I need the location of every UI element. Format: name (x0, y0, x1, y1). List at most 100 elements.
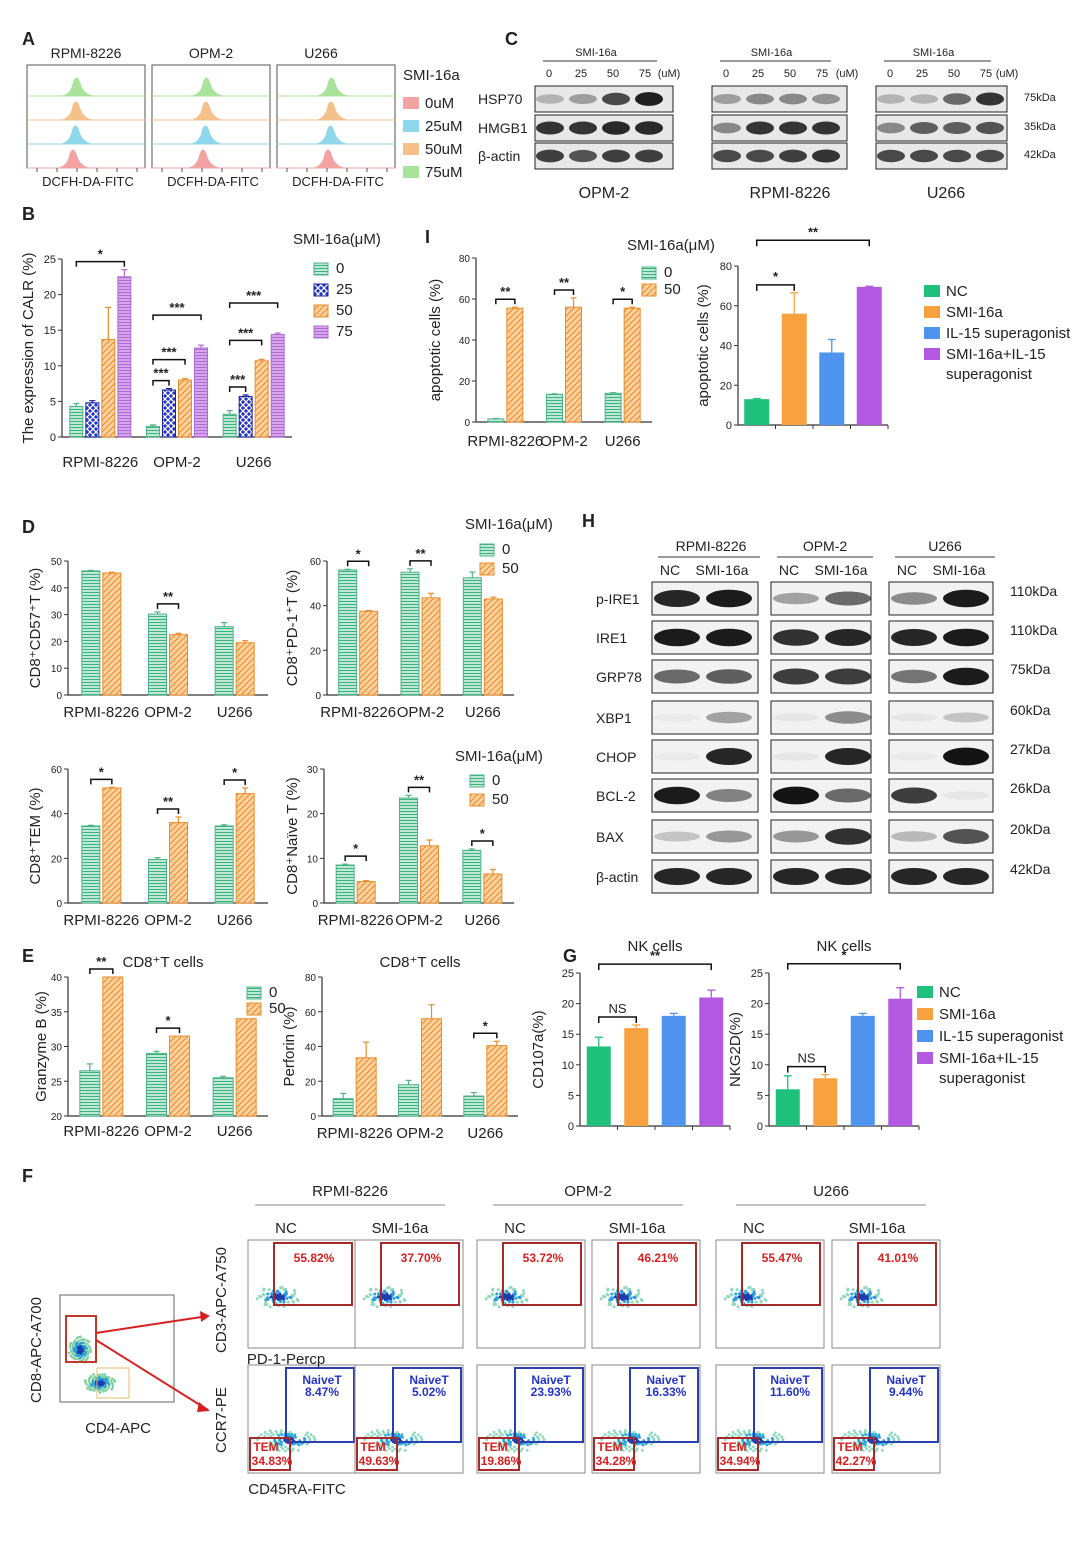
bar (400, 571, 420, 696)
cell-dot (67, 1351, 71, 1355)
dose-unit: (uM) (836, 68, 859, 80)
bar (781, 313, 807, 425)
cell-dot (388, 1447, 392, 1451)
significance-label: *** (169, 300, 185, 315)
dose-label: 25 (916, 68, 928, 80)
cell-dot (634, 1432, 638, 1436)
category-label: U266 (464, 912, 500, 929)
cell-dot (870, 1447, 874, 1451)
blot-band (825, 629, 871, 646)
blot-band (779, 93, 807, 105)
naive-percent: 8.47% (305, 1385, 339, 1399)
category-label: OPM-2 (144, 704, 192, 721)
cell-dot (738, 1292, 742, 1296)
axis-label: CCR7-PE (213, 1387, 230, 1453)
blot-band (891, 868, 937, 885)
cell-dot (622, 1299, 626, 1303)
cell-dot (621, 1449, 625, 1452)
blot-band (773, 868, 819, 885)
cell-dot (280, 1285, 284, 1289)
blot-band (746, 93, 774, 105)
significance-bracket (228, 302, 279, 309)
cell-dot (635, 1447, 639, 1451)
bar (214, 825, 234, 904)
cell-dot (737, 1431, 741, 1435)
cell-dot (880, 1298, 884, 1302)
cell-dot (854, 1442, 858, 1445)
cell-dot (383, 1289, 387, 1293)
significance-label: ** (414, 772, 425, 787)
blot-band (812, 93, 840, 105)
cell-dot (522, 1291, 526, 1295)
y-axis-label: The expression of CALR (%) (20, 253, 37, 444)
histogram-title: OPM-2 (189, 45, 234, 61)
y-axis-label: Perforin (%) (281, 1006, 298, 1086)
dose-label: 25 (575, 68, 587, 80)
panel-letter-c: C (505, 29, 518, 49)
tem-percent: 34.83% (252, 1454, 293, 1468)
cell-dot (873, 1296, 877, 1300)
y-tick-label: 40 (305, 1043, 317, 1054)
cell-dot (508, 1445, 512, 1449)
cell-dot (633, 1296, 637, 1300)
cell-dot (760, 1294, 764, 1298)
cell-dot (629, 1296, 633, 1300)
cell-dot (847, 1430, 851, 1434)
cell-dot (302, 1436, 306, 1440)
cell-dot (77, 1354, 81, 1357)
significance-label: *** (238, 325, 254, 340)
cell-dot (743, 1293, 747, 1297)
cell-dot (284, 1287, 288, 1291)
blot-band (746, 149, 774, 163)
cell-dot (617, 1443, 620, 1447)
flow-cell-label: RPMI-8226 (312, 1183, 388, 1200)
gate-percent: 55.47% (762, 1251, 803, 1265)
cell-dot (383, 1446, 387, 1450)
cell-dot (864, 1285, 868, 1289)
cell-dot (525, 1448, 529, 1452)
cell-dot (737, 1434, 741, 1438)
y-axis-label: apoptotic cells (%) (427, 279, 444, 402)
cell-dot (284, 1445, 287, 1449)
dose-label: 50 (607, 68, 619, 80)
cell-dot (377, 1292, 381, 1296)
blot-band (825, 868, 871, 885)
blot-band (943, 122, 971, 134)
condition-label: NC (743, 1220, 765, 1237)
significance-bracket (553, 289, 575, 295)
significance-label: *** (161, 345, 177, 360)
cell-dot (91, 1377, 95, 1380)
cell-dot (624, 1440, 627, 1444)
cell-dot (261, 1292, 265, 1296)
cell-dot (492, 1434, 496, 1438)
cell-dot (868, 1449, 871, 1453)
y-tick-label: 20 (751, 999, 763, 1011)
cell-dot (268, 1305, 272, 1309)
bar (604, 392, 622, 423)
cell-dot (759, 1447, 763, 1451)
significance-bracket (152, 314, 202, 321)
cell-dot (416, 1433, 420, 1437)
bar (888, 998, 913, 1126)
bar (212, 1077, 234, 1117)
significance-bracket (89, 968, 114, 974)
naive-gate (514, 1367, 584, 1443)
panel-letter-f: F (22, 1166, 33, 1186)
dose-label: 25 (752, 68, 764, 80)
blot-band (536, 94, 564, 104)
legend-label: 0 (492, 772, 500, 789)
plot-frame (715, 1239, 825, 1349)
legend-swatch (313, 325, 329, 339)
cell-dot (741, 1443, 744, 1447)
cell-dot (874, 1432, 878, 1436)
significance-label: ** (808, 224, 819, 239)
cell-dot (747, 1445, 751, 1449)
cell-dot (266, 1432, 269, 1436)
histogram-peak (316, 101, 348, 121)
plot-frame (476, 1364, 586, 1474)
naive-label: NaiveT (886, 1373, 926, 1387)
cell-dot (748, 1443, 751, 1446)
cell-dot (619, 1293, 623, 1297)
cell-dot (262, 1287, 266, 1291)
